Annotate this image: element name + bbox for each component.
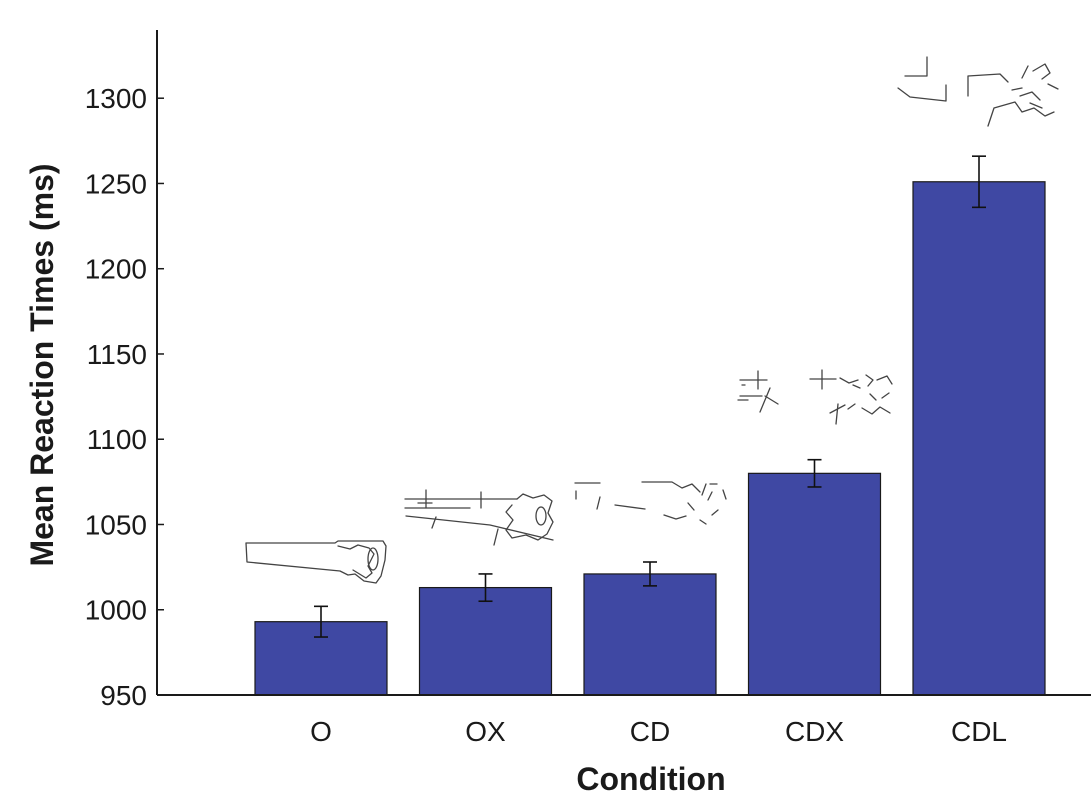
y-tick-label: 1250 xyxy=(85,168,147,199)
error-bar-cdl xyxy=(972,155,986,209)
saw-image-cd xyxy=(574,481,727,525)
y-tick-label: 1000 xyxy=(85,595,147,626)
x-tick-label: OX xyxy=(465,716,506,747)
x-axis-title: Condition xyxy=(576,761,725,797)
y-tick-label: 1200 xyxy=(85,254,147,285)
saw-image-cdl xyxy=(897,56,1059,127)
bar-ox xyxy=(418,586,553,696)
error-bar-o xyxy=(314,605,328,638)
y-axis-title: Mean Reaction Times (ms) xyxy=(24,163,60,566)
bar-cdl xyxy=(912,181,1046,696)
y-tick-label: 1300 xyxy=(85,83,147,114)
y-tick-label: 950 xyxy=(100,680,147,711)
saw-image-o xyxy=(245,540,387,584)
error-bar-ox xyxy=(478,573,493,603)
axes xyxy=(156,30,1091,696)
bar-cd xyxy=(583,573,717,696)
error-bars xyxy=(314,155,986,638)
y-tick-label: 1100 xyxy=(87,424,147,455)
y-tick-label: 1050 xyxy=(85,509,147,540)
x-ticks: O OX CD CDX CDL xyxy=(310,716,1007,747)
error-bar-cd xyxy=(643,561,657,587)
x-tick-label: CD xyxy=(630,716,670,747)
saw-image-cdx xyxy=(737,369,893,425)
saw-image-ox xyxy=(404,489,554,546)
y-ticks: 950 1000 1050 1100 1150 1200 1250 1300 xyxy=(85,83,164,711)
bars xyxy=(254,181,1046,696)
y-tick-label: 1150 xyxy=(87,339,147,370)
x-tick-label: CDL xyxy=(951,716,1007,747)
x-tick-label: O xyxy=(310,716,332,747)
example-images xyxy=(245,56,1059,584)
x-tick-label: CDX xyxy=(785,716,844,747)
bar-cdx xyxy=(747,472,882,696)
error-bar-cdx xyxy=(807,458,822,488)
